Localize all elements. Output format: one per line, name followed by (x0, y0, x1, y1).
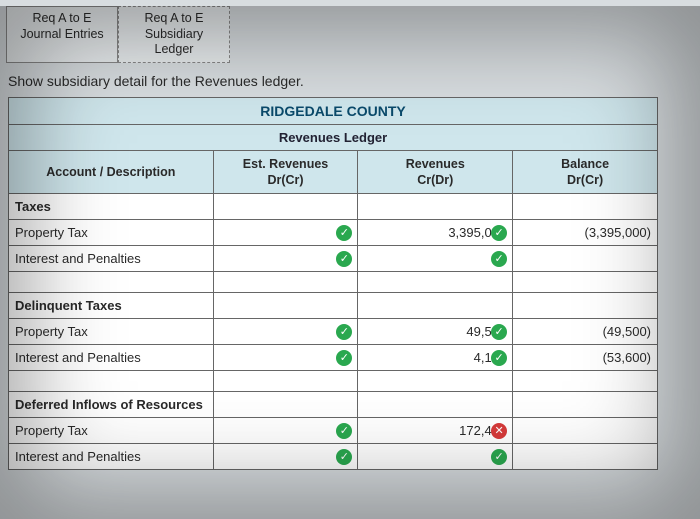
rev-cell[interactable]: 172,450✕ (358, 418, 513, 444)
bal-cell (513, 246, 658, 272)
col-est-line1: Est. Revenues (243, 157, 328, 171)
row-label: Property Tax (9, 319, 214, 345)
bal-cell: (3,395,000) (513, 220, 658, 246)
tab-label-line: Journal Entries (20, 27, 103, 41)
rev-cell[interactable]: 4,100✓ (358, 345, 513, 371)
check-icon: ✓ (336, 324, 352, 340)
revenues-ledger-table: RIDGEDALE COUNTY Revenues Ledger Account… (8, 97, 658, 471)
est-cell[interactable]: 0✓ (213, 418, 358, 444)
check-icon: ✓ (491, 449, 507, 465)
tab-label-line: Ledger (155, 42, 194, 56)
bal-cell (513, 444, 658, 470)
est-cell[interactable]: 0✓ (213, 444, 358, 470)
cross-icon: ✕ (491, 423, 507, 439)
rev-cell[interactable]: 3,395,000✓ (358, 220, 513, 246)
table-row: Interest and Penalties0✓0✓ (9, 246, 658, 272)
bal-cell: (53,600) (513, 345, 658, 371)
column-header-row: Account / Description Est. Revenues Dr(C… (9, 150, 658, 194)
empty-cell (358, 194, 513, 220)
col-account: Account / Description (9, 150, 214, 194)
col-rev-line1: Revenues (406, 157, 465, 171)
table-row: Property Tax0✓3,395,000✓(3,395,000) (9, 220, 658, 246)
tabs-container: Req A to E Journal Entries Req A to E Su… (6, 6, 700, 63)
ledger-title-row: RIDGEDALE COUNTY (9, 97, 658, 124)
empty-cell (213, 293, 358, 319)
check-icon: ✓ (491, 225, 507, 241)
table-row: Property Tax0✓172,450✕ (9, 418, 658, 444)
empty-cell (213, 194, 358, 220)
empty-cell (513, 293, 658, 319)
ledger-subtitle: Revenues Ledger (9, 124, 658, 150)
empty-cell (513, 392, 658, 418)
empty-cell (513, 194, 658, 220)
col-est-line2: Dr(Cr) (267, 173, 303, 187)
table-row: Interest and Penalties0✓0✓ (9, 444, 658, 470)
tab-label-line: Subsidiary (145, 27, 203, 41)
instruction-text: Show subsidiary detail for the Revenues … (8, 73, 692, 89)
row-label: Interest and Penalties (9, 246, 214, 272)
spacer-cell (9, 272, 214, 293)
col-bal-line2: Dr(Cr) (567, 173, 603, 187)
col-balance: Balance Dr(Cr) (513, 150, 658, 194)
est-cell[interactable]: 0✓ (213, 319, 358, 345)
col-rev-line2: Cr(Dr) (417, 173, 453, 187)
table-row: Property Tax0✓49,500✓(49,500) (9, 319, 658, 345)
tab-label-line: Req A to E (144, 11, 203, 25)
empty-cell (358, 392, 513, 418)
bal-cell (513, 418, 658, 444)
est-cell[interactable]: 0✓ (213, 220, 358, 246)
check-icon: ✓ (336, 350, 352, 366)
est-cell[interactable]: 0✓ (213, 345, 358, 371)
rev-cell[interactable]: 0✓ (358, 444, 513, 470)
est-cell[interactable]: 0✓ (213, 246, 358, 272)
rev-cell[interactable]: 49,500✓ (358, 319, 513, 345)
row-label: Interest and Penalties (9, 345, 214, 371)
check-icon: ✓ (336, 251, 352, 267)
col-revenues: Revenues Cr(Dr) (358, 150, 513, 194)
section-label: Delinquent Taxes (9, 293, 214, 319)
col-bal-line1: Balance (561, 157, 609, 171)
check-icon: ✓ (491, 350, 507, 366)
bal-cell: (49,500) (513, 319, 658, 345)
tab-label-line: Req A to E (32, 11, 91, 25)
row-label: Property Tax (9, 220, 214, 246)
ledger-subtitle-row: Revenues Ledger (9, 124, 658, 150)
tab-journal-entries[interactable]: Req A to E Journal Entries (6, 6, 118, 63)
check-icon: ✓ (491, 251, 507, 267)
check-icon: ✓ (491, 324, 507, 340)
table-row: Interest and Penalties0✓4,100✓(53,600) (9, 345, 658, 371)
col-est-revenues: Est. Revenues Dr(Cr) (213, 150, 358, 194)
row-label: Property Tax (9, 418, 214, 444)
section-label: Deferred Inflows of Resources (9, 392, 214, 418)
row-label: Interest and Penalties (9, 444, 214, 470)
empty-cell (213, 392, 358, 418)
empty-cell (358, 293, 513, 319)
check-icon: ✓ (336, 225, 352, 241)
section-label: Taxes (9, 194, 214, 220)
spacer-cell (9, 371, 214, 392)
tab-subsidiary-ledger[interactable]: Req A to E Subsidiary Ledger (118, 6, 230, 63)
check-icon: ✓ (336, 423, 352, 439)
rev-cell[interactable]: 0✓ (358, 246, 513, 272)
ledger-title: RIDGEDALE COUNTY (9, 97, 658, 124)
check-icon: ✓ (336, 449, 352, 465)
